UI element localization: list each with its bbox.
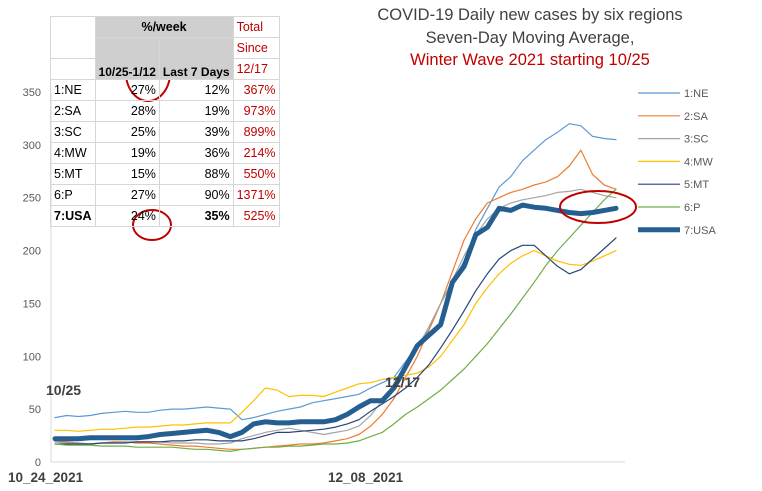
range-cell: 24% [94, 205, 160, 227]
legend: 1:NE 2:SA 3:SC 4:MW 5:MT 6:P 7:USA [638, 88, 716, 237]
y-tick-label: 0 [35, 457, 41, 469]
range-cell: 28% [94, 100, 160, 122]
y-ticks: 0 50 100 150 200 250 300 350 [23, 87, 41, 469]
total-cell: 899% [232, 121, 280, 143]
x-tick-label: 10_24_2021 [8, 470, 84, 485]
chart-subtitle: Seven-Day Moving Average, [425, 29, 635, 47]
legend-label: 1:NE [684, 88, 708, 100]
region-cell: 2:SA [50, 100, 96, 122]
since-header: Since [232, 37, 280, 59]
series-line-3-sc [54, 188, 617, 445]
mid-date-annotation: 12/17 [385, 374, 421, 390]
x-tick-label: 12_08_2021 [328, 470, 404, 485]
series-line-6-p [54, 188, 617, 452]
week-header: %/week [94, 16, 234, 38]
table-header-row: %/week Total [50, 16, 280, 59]
total-cell: 973% [232, 100, 280, 122]
range-cell: 27% [94, 79, 160, 101]
summary-table: %/week Total 10/25-1/12 Last 7 Days Sinc… [50, 16, 280, 227]
last7-cell: 19% [158, 100, 234, 122]
y-tick-label: 100 [23, 351, 41, 363]
last7-cell: 39% [158, 121, 234, 143]
table-row: 3:SC 25% 39% 899% [50, 121, 280, 143]
range-cell: 25% [94, 121, 160, 143]
series-line-1-ne [54, 123, 617, 421]
range-header: 10/25-1/12 [94, 37, 160, 80]
last7-cell: 36% [158, 142, 234, 164]
last7-cell: 90% [158, 184, 234, 206]
legend-label: 4:MW [684, 156, 713, 168]
last7-cell: 88% [158, 163, 234, 185]
table-header-row: 12/17 [50, 58, 280, 80]
total-cell: 525% [232, 205, 280, 227]
table-row: 4:MW 19% 36% 214% [50, 142, 280, 164]
table-row: 5:MT 15% 88% 550% [50, 163, 280, 185]
table-row: 1:NE 27% 12% 367% [50, 79, 280, 101]
region-cell: 4:MW [50, 142, 96, 164]
y-tick-label: 250 [23, 193, 41, 205]
start-date-annotation: 10/25 [46, 382, 82, 398]
table-row: 2:SA 28% 19% 973% [50, 100, 280, 122]
legend-label: 6:P [684, 202, 701, 214]
range-cell: 27% [94, 184, 160, 206]
table-corner-cell [50, 16, 96, 59]
series-line-7-usa [52, 202, 619, 442]
range-cell: 19% [94, 142, 160, 164]
table-row-usa: 7:USA 24% 35% 525% [50, 205, 280, 227]
series-group [52, 123, 619, 452]
table-header-row: 10/25-1/12 Last 7 Days Since [51, 37, 280, 80]
legend-label: 2:SA [684, 111, 709, 123]
region-cell: 6:P [50, 184, 96, 206]
region-cell: 1:NE [50, 79, 96, 101]
region-cell: 7:USA [50, 205, 96, 227]
series-line-5-mt [54, 237, 617, 445]
legend-label: 5:MT [684, 179, 709, 191]
total-cell: 1371% [232, 184, 280, 206]
chart-title: COVID-19 Daily new cases by six regions [377, 6, 683, 24]
y-tick-label: 300 [23, 140, 41, 152]
last7-header: Last 7 Days [158, 37, 234, 80]
total-cell: 214% [232, 142, 280, 164]
table-blank-cell [50, 58, 96, 80]
range-cell: 15% [94, 163, 160, 185]
region-cell: 5:MT [50, 163, 96, 185]
region-cell: 3:SC [50, 121, 96, 143]
y-tick-label: 350 [23, 87, 41, 99]
series-line-4-mw [54, 250, 617, 432]
total-cell: 550% [232, 163, 280, 185]
table-row: 6:P 27% 90% 1371% [50, 184, 280, 206]
chart-subtitle-highlight: Winter Wave 2021 starting 10/25 [410, 51, 650, 69]
y-tick-label: 200 [23, 246, 41, 258]
y-tick-label: 150 [23, 298, 41, 310]
total-header: Total [232, 16, 280, 38]
series-line-2-sa [54, 149, 617, 450]
last7-cell: 35% [158, 205, 234, 227]
legend-label: 7:USA [684, 225, 716, 237]
total-cell: 367% [232, 79, 280, 101]
date-header: 12/17 [232, 58, 280, 80]
last7-cell: 12% [158, 79, 234, 101]
y-tick-label: 50 [29, 404, 41, 416]
chart-peak-highlight-ellipse [559, 190, 637, 224]
legend-label: 3:SC [684, 134, 709, 146]
